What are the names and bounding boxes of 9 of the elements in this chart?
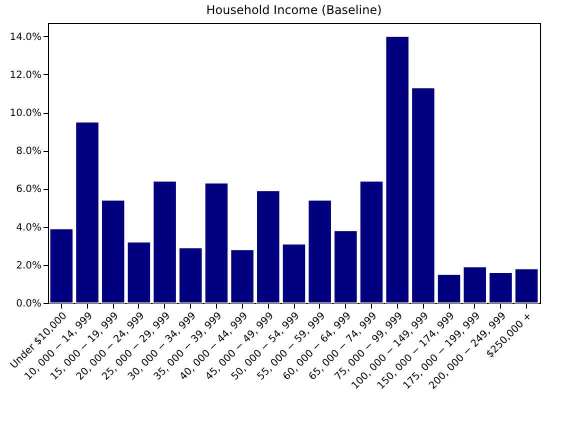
y-tick-label: 6.0%	[16, 184, 42, 196]
y-tick-label: 10.0%	[10, 108, 42, 120]
y-tick-label: 0.0%	[16, 298, 42, 310]
y-tick-label: 2.0%	[16, 260, 42, 272]
y-tick-label: 8.0%	[16, 146, 42, 158]
chart-title: Household Income (Baseline)	[206, 3, 382, 17]
y-tick-label: 12.0%	[10, 70, 42, 81]
y-tick-label: 4.0%	[16, 222, 42, 234]
y-tick-label: 14.0%	[10, 32, 42, 43]
